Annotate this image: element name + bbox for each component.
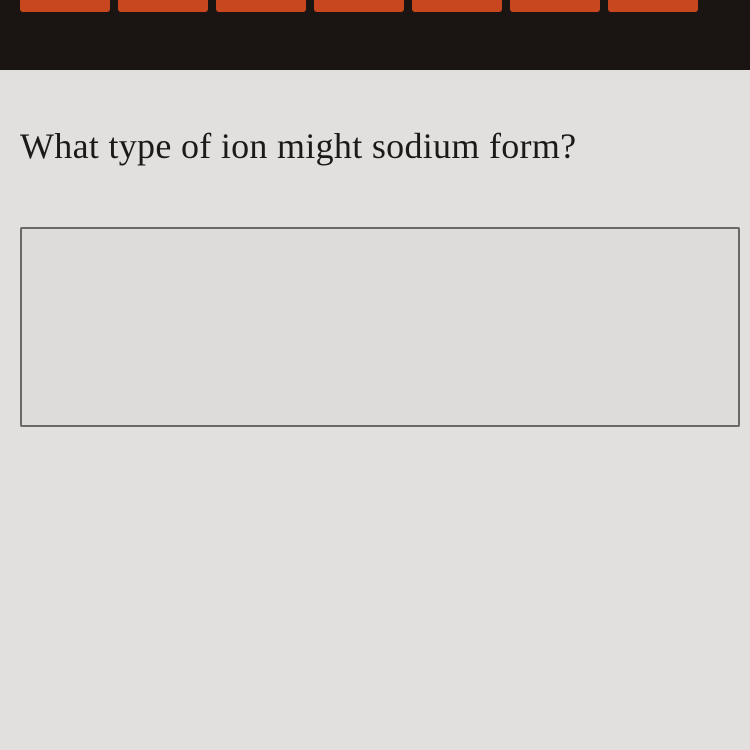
content-area: What type of ion might sodium form? [0,70,750,750]
tab-strip [0,0,750,20]
browser-tab[interactable] [216,0,306,12]
browser-tab[interactable] [510,0,600,12]
browser-tab[interactable] [412,0,502,12]
browser-tab[interactable] [314,0,404,12]
browser-tab[interactable] [608,0,698,12]
answer-input[interactable] [20,227,740,427]
question-text: What type of ion might sodium form? [20,125,750,167]
browser-tab[interactable] [118,0,208,12]
browser-tab[interactable] [20,0,110,12]
browser-top-bar [0,0,750,70]
